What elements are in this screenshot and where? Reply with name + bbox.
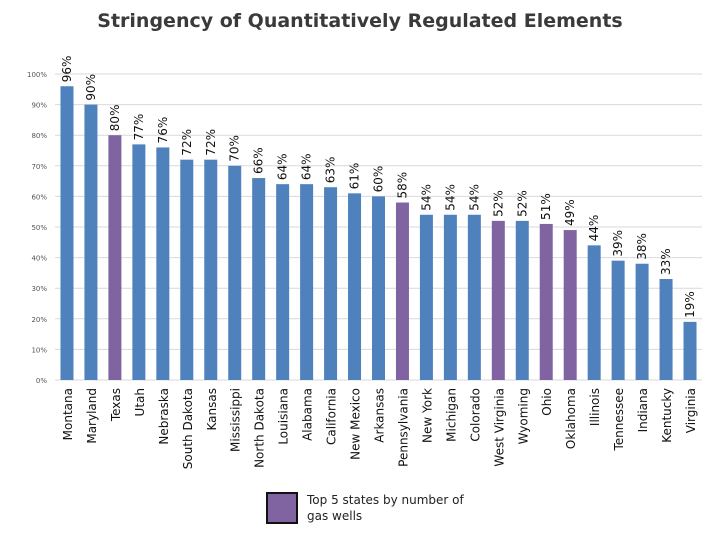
- legend-swatch: [266, 492, 298, 524]
- bar: [587, 245, 601, 380]
- x-tick-label: Oklahoma: [564, 388, 578, 449]
- bar: [156, 147, 170, 380]
- bar: [324, 187, 338, 380]
- data-label: 80%: [108, 105, 122, 132]
- data-label: 44%: [587, 215, 601, 242]
- x-tick-label: Mississippi: [229, 388, 243, 452]
- y-tick-label: 40%: [31, 255, 47, 263]
- bar: [252, 178, 266, 380]
- bar: [228, 165, 242, 380]
- x-tick-label: Wyoming: [516, 388, 530, 444]
- bar: [60, 86, 74, 381]
- bar: [563, 230, 577, 380]
- data-label: 54%: [467, 184, 481, 211]
- bar: [515, 220, 529, 380]
- data-label: 51%: [539, 193, 553, 220]
- data-label: 54%: [419, 184, 433, 211]
- data-label: 66%: [252, 147, 266, 174]
- x-tick-label: Alabama: [301, 388, 315, 441]
- x-tick-label: Ohio: [540, 388, 554, 416]
- data-label: 70%: [228, 135, 242, 162]
- legend: Top 5 states by number of gas wells: [266, 492, 467, 524]
- data-label: 33%: [659, 248, 673, 275]
- bar: [419, 214, 433, 380]
- bar: [443, 214, 457, 380]
- bar: [395, 202, 409, 380]
- bar: [180, 159, 194, 380]
- x-tick-label: Tennessee: [612, 388, 626, 452]
- bar: [108, 135, 122, 380]
- y-tick-label: 60%: [31, 193, 47, 201]
- y-tick-label: 70%: [31, 163, 47, 171]
- bar: [467, 214, 481, 380]
- bar: [539, 223, 553, 380]
- x-tick-label: North Dakota: [253, 388, 267, 468]
- bar: [635, 263, 649, 380]
- data-label: 76%: [156, 117, 170, 144]
- x-tick-label: Michigan: [444, 388, 458, 442]
- data-label: 52%: [491, 190, 505, 217]
- bar: [132, 144, 146, 380]
- y-tick-label: 100%: [27, 71, 47, 79]
- bar: [491, 220, 505, 380]
- x-tick-label: Pennsylvania: [396, 388, 410, 467]
- x-tick-label: New Mexico: [349, 388, 363, 460]
- x-tick-label: Louisiana: [277, 388, 291, 445]
- y-tick-label: 80%: [31, 132, 47, 140]
- bar: [276, 184, 290, 380]
- data-label: 61%: [348, 163, 362, 190]
- data-label: 96%: [60, 56, 74, 83]
- x-tick-label: Virginia: [684, 388, 698, 433]
- y-tick-label: 0%: [36, 377, 47, 385]
- x-tick-label: Illinois: [588, 388, 602, 426]
- data-label: 39%: [611, 230, 625, 257]
- x-tick-label: Montana: [61, 388, 75, 440]
- data-label: 64%: [300, 153, 314, 180]
- x-tick-label: Nebraska: [157, 388, 171, 445]
- bar: [659, 279, 673, 380]
- x-tick-label: Kansas: [205, 388, 219, 430]
- data-label: 60%: [372, 166, 386, 193]
- bar: [683, 321, 697, 380]
- x-tick-label: New York: [420, 388, 434, 443]
- x-tick-label: California: [325, 388, 339, 445]
- data-label: 72%: [180, 129, 194, 156]
- data-label: 54%: [443, 184, 457, 211]
- bar: [300, 184, 314, 380]
- bar: [372, 196, 385, 380]
- bar: [611, 260, 625, 380]
- data-label: 19%: [683, 291, 697, 318]
- y-tick-label: 30%: [31, 285, 47, 293]
- x-tick-label: Arkansas: [373, 388, 387, 443]
- x-tick-label: Texas: [109, 388, 123, 422]
- x-tick-label: South Dakota: [181, 388, 195, 469]
- y-tick-label: 10%: [31, 346, 47, 354]
- x-tick-label: Maryland: [85, 388, 99, 444]
- data-label: 52%: [515, 190, 529, 217]
- legend-label: Top 5 states by number of gas wells: [307, 493, 464, 523]
- bar: [84, 104, 98, 380]
- data-label: 77%: [132, 114, 146, 141]
- bar: [204, 159, 218, 380]
- data-label: 63%: [324, 157, 338, 184]
- data-label: 90%: [84, 74, 98, 101]
- chart-title: Stringency of Quantitatively Regulated E…: [97, 10, 623, 32]
- y-tick-label: 50%: [31, 224, 47, 232]
- x-tick-label: Indiana: [636, 388, 650, 432]
- data-label: 38%: [635, 233, 649, 260]
- data-label: 64%: [276, 153, 290, 180]
- bar: [348, 193, 362, 380]
- x-tick-label: Colorado: [468, 388, 482, 442]
- y-tick-label: 20%: [31, 316, 47, 324]
- y-tick-label: 90%: [31, 102, 47, 110]
- data-label: 72%: [204, 129, 218, 156]
- x-tick-label: West Virginia: [492, 388, 506, 467]
- data-label: 58%: [395, 172, 409, 199]
- x-tick-label: Kentucky: [660, 388, 674, 443]
- x-tick-label: Utah: [133, 388, 147, 416]
- data-label: 49%: [563, 199, 577, 226]
